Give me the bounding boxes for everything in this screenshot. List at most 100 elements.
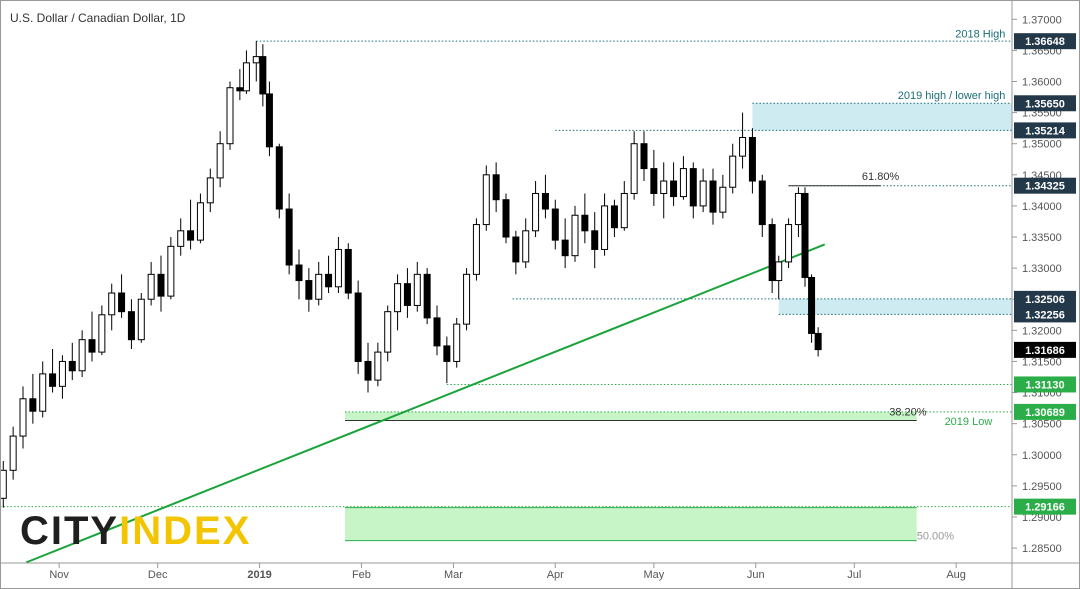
candle-body — [512, 236, 520, 263]
x-tick-label: Jul — [847, 569, 861, 581]
candle-body — [275, 146, 283, 210]
candle-body — [78, 339, 86, 372]
candle-body — [315, 273, 323, 300]
candle-body — [226, 87, 234, 145]
candle-body — [739, 136, 747, 157]
price-tag — [1014, 177, 1076, 194]
candle-body — [305, 280, 313, 300]
candle-body — [794, 192, 802, 226]
x-tick-label: Nov — [49, 569, 69, 581]
candle-body — [216, 143, 224, 179]
annotation: 2019 high / lower high — [898, 90, 1006, 102]
candle-body — [374, 351, 382, 381]
candle-body — [689, 168, 697, 207]
candle-body — [118, 292, 126, 313]
candle-body — [660, 180, 668, 194]
candle-body — [679, 168, 687, 198]
price-tag — [1014, 122, 1076, 139]
candle-body — [394, 283, 402, 313]
candle-body — [814, 332, 822, 351]
candle-body — [492, 174, 500, 201]
price-tag-label: 1.29166 — [1025, 502, 1065, 514]
x-tick-label: Aug — [946, 569, 966, 581]
price-tag-label: 1.30689 — [1025, 407, 1065, 419]
price-tag — [1014, 306, 1076, 323]
candle-body — [472, 224, 480, 275]
candle-body — [670, 180, 678, 198]
x-tick-label: Jun — [747, 569, 765, 581]
candle-body — [748, 136, 756, 182]
logo: CITYINDEX — [20, 509, 251, 553]
y-tick-label: 1.28500 — [1022, 543, 1062, 555]
candle-body — [167, 245, 175, 297]
candle-body — [137, 298, 145, 341]
candle-body — [364, 360, 372, 381]
candle-body — [808, 276, 816, 334]
annotation: 61.80% — [862, 171, 900, 183]
candle-body — [719, 186, 727, 213]
candle-body — [522, 230, 530, 263]
x-tick-label: Mar — [444, 569, 463, 581]
x-tick-label: Feb — [352, 569, 371, 581]
candle-body — [187, 230, 195, 241]
candle-body — [259, 56, 267, 95]
candle-body — [768, 224, 776, 282]
price-tag-label: 1.36648 — [1025, 36, 1065, 48]
candle-body — [265, 93, 273, 148]
candle-body — [68, 360, 76, 372]
candle-body — [242, 62, 250, 92]
x-tick-label: Dec — [148, 569, 168, 581]
trendline — [25, 243, 826, 564]
candle-body — [630, 143, 638, 194]
price-tag — [1014, 95, 1076, 112]
candle-body — [295, 264, 303, 282]
candle-body — [775, 261, 783, 282]
candle-body — [541, 192, 549, 210]
candle-body — [591, 230, 599, 250]
price-tag — [1014, 498, 1076, 515]
chart-title: U.S. Dollar / Canadian Dollar, 1D — [10, 11, 186, 25]
candle-body — [252, 56, 260, 64]
y-tick-label: 1.29000 — [1022, 512, 1062, 524]
candle-body — [650, 168, 658, 194]
y-tick-label: 1.37000 — [1022, 14, 1062, 26]
candle-body — [0, 469, 7, 499]
price-tag-label: 1.31130 — [1025, 379, 1064, 391]
y-tick-label: 1.33500 — [1022, 232, 1062, 244]
candle-body — [482, 174, 490, 226]
candle-body — [601, 205, 609, 250]
candle-body — [177, 230, 185, 247]
candle-body — [98, 314, 106, 353]
candle-body — [413, 273, 421, 306]
candle-body — [206, 177, 214, 204]
logo-left: CITY — [20, 509, 119, 553]
price-tag — [1014, 376, 1076, 393]
candle-body — [571, 214, 579, 257]
price-tag — [1014, 33, 1076, 50]
x-tick-label: Apr — [547, 569, 564, 581]
candle-body — [729, 155, 737, 188]
y-tick-label: 1.34000 — [1022, 201, 1062, 213]
y-tick-label: 1.32000 — [1022, 325, 1062, 337]
candle-body — [443, 345, 451, 362]
candle-body — [325, 273, 333, 288]
y-tick-label: 1.29500 — [1022, 481, 1062, 493]
x-tick-label: 2019 — [247, 569, 271, 581]
candle-body — [502, 199, 510, 238]
annotation: 2018 High — [955, 28, 1005, 40]
candle-body — [640, 143, 648, 170]
candle-body — [403, 283, 411, 306]
candle-body — [39, 373, 47, 412]
price-tag-label: 1.35214 — [1025, 125, 1066, 137]
y-tick-label: 1.36000 — [1022, 76, 1062, 88]
candle-body — [344, 248, 352, 294]
price-tag-label: 1.31686 — [1025, 345, 1065, 357]
price-tag-label: 1.34325 — [1025, 181, 1065, 193]
x-tick-label: May — [643, 569, 664, 581]
levels — [0, 40, 1012, 564]
candle-body — [709, 180, 717, 213]
candle-body — [196, 202, 204, 241]
overlay: 2018 High 2019 high / lower high 61.80% 38.… — [862, 28, 1006, 542]
